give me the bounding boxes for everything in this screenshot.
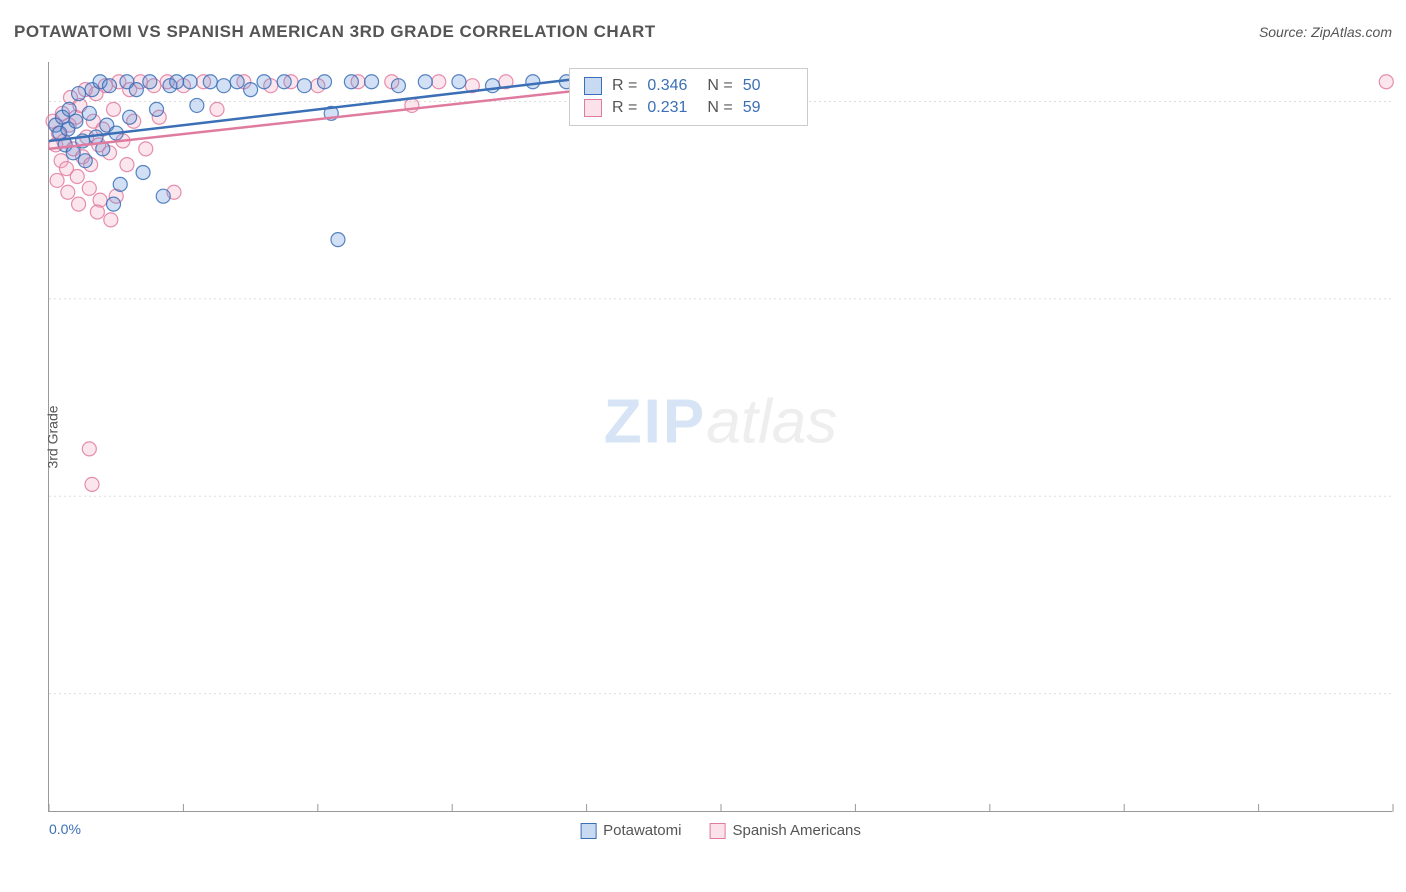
stat-r-label: R = xyxy=(612,99,637,117)
plot-area: ZIPatlas 3rd Grade 85.0%90.0%95.0%100.0%… xyxy=(48,62,1392,812)
stat-n-value: 59 xyxy=(743,99,793,117)
legend-swatch xyxy=(580,823,596,839)
legend-item: Potawatomi xyxy=(580,822,681,839)
legend-label: Potawatomi xyxy=(603,822,681,839)
stat-n-label: N = xyxy=(707,99,732,117)
stat-n-label: N = xyxy=(707,77,732,95)
chart-title: POTAWATOMI VS SPANISH AMERICAN 3RD GRADE… xyxy=(14,22,656,42)
legend-bottom: Potawatomi Spanish Americans xyxy=(580,822,861,839)
stat-n-value: 50 xyxy=(743,77,793,95)
stats-row: R = 0.346 N = 50 xyxy=(584,75,793,97)
y-axis-label: 3rd Grade xyxy=(45,405,61,468)
stat-r-value: 0.231 xyxy=(647,99,697,117)
stats-swatch xyxy=(584,77,602,95)
x-tick-label: 0.0% xyxy=(49,821,81,837)
stat-r-label: R = xyxy=(612,77,637,95)
stats-swatch xyxy=(584,99,602,117)
legend-swatch xyxy=(709,823,725,839)
plot-svg xyxy=(49,62,1392,811)
source-attribution: Source: ZipAtlas.com xyxy=(1259,24,1392,40)
stats-row: R = 0.231 N = 59 xyxy=(584,97,793,119)
stats-legend-box: R = 0.346 N = 50 R = 0.231 N = 59 xyxy=(569,68,808,126)
legend-label: Spanish Americans xyxy=(732,822,860,839)
stat-r-value: 0.346 xyxy=(647,77,697,95)
legend-item: Spanish Americans xyxy=(709,822,860,839)
chart-header: POTAWATOMI VS SPANISH AMERICAN 3RD GRADE… xyxy=(14,22,1392,42)
